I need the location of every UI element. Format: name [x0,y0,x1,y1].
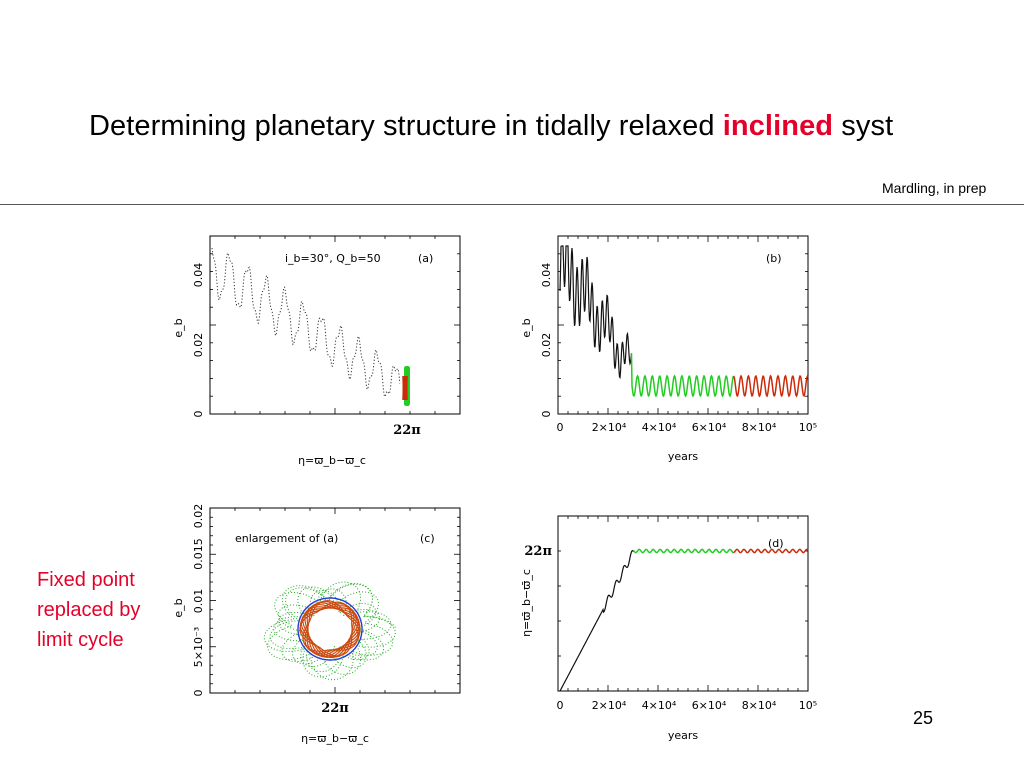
panel-a-plot: 0 0.02 0.04 e_b 22π η=ϖ_b−ϖ_c i_b=30°, Q… [172,235,461,467]
panel-b-xtick-0: 0 [557,421,564,434]
panel-a-xlabel: η=ϖ_b−ϖ_c [298,454,366,467]
callout-line-1: Fixed point [37,569,135,591]
panel-d-xtick-4: 8×10⁴ [742,699,777,712]
panel-c-tag: (c) [420,532,435,545]
panel-b-green-curve [630,353,735,398]
panel-c-annotation: enlargement of (a) [235,532,338,545]
panel-b-ytick-0: 0 [540,411,553,418]
title-text-2: syst [833,110,894,142]
panel-b-ylabel: e_b [520,318,533,337]
panel-b-red-curve [733,374,809,398]
panel-d-xtick-1: 2×10⁴ [592,699,627,712]
panel-b-xtick-1: 2×10⁴ [592,421,627,434]
panel-a-tag: (a) [418,252,433,265]
panel-c-green-curve [263,581,397,681]
panel-c: 0 5×10⁻³ 0.01 0.015 0.02 e_b 22π η=ϖ_b−ϖ… [160,504,461,753]
panel-c-ytick-3: 0.015 [192,538,205,570]
callout-line-2: replaced by [37,599,141,621]
panel-d-xtick-0: 0 [557,699,564,712]
page-number: 25 [913,708,934,728]
panel-c-ytick-4: 0.02 [192,504,205,529]
panel-d-ytick: 22π [524,544,552,559]
panel-c-blue-circle [297,597,363,661]
panel-d-frame [557,515,809,692]
panel-b-plot: 0 0.02 0.04 e_b 0 2×10⁴ 4×10⁴ 6×10⁴ 8×10… [520,235,817,463]
panel-b-black-curve [559,245,633,379]
panel-b-ytick-2: 0.04 [540,263,553,288]
panel-b-xtick-5: 10⁵ [799,421,817,434]
panel-c-red-curve [299,600,361,659]
panel-c-ylabel: e_b [172,598,185,617]
panel-c-ytick-1: 5×10⁻³ [192,627,205,667]
title-text-1: Determining planetary structure in tidal… [89,110,723,142]
title-highlight: inclined [722,110,834,142]
panel-b-ytick-1: 0.02 [540,333,553,358]
panel-b-xtick-4: 8×10⁴ [742,421,777,434]
panel-b-xtick-3: 6×10⁴ [692,421,727,434]
panel-a-annotation: i_b=30°, Q_b=50 [285,252,381,265]
panel-d: 22π η=ϖ̄_b−ϖ̄_c 0 2×10⁴ 4×10⁴ 6×10⁴ 8×10… [508,508,828,753]
callout-line-3: limit cycle [37,629,124,651]
panel-d-plot: 22π η=ϖ̄_b−ϖ̄_c 0 2×10⁴ 4×10⁴ 6×10⁴ 8×10… [520,515,817,742]
panel-b-xlabel: years [668,450,699,463]
panel-d-xtick-3: 6×10⁴ [692,699,727,712]
callout-text: Fixed point replaced by limit cycle [37,565,140,655]
panel-d-xtick-5: 10⁵ [799,699,817,712]
panel-c-plot: 0 5×10⁻³ 0.01 0.015 0.02 e_b 22π η=ϖ_b−ϖ… [172,504,461,745]
panel-a-black-curve [211,247,401,398]
panel-d-ylabel: η=ϖ̄_b−ϖ̄_c [520,569,533,637]
panel-c-xtick: 22π [321,701,349,716]
panel-a-ylabel: e_b [172,318,185,337]
panel-d-green-curve [633,548,734,554]
panel-c-xlabel: η=ϖ_b−ϖ_c [301,732,369,745]
panel-a-ytick-2: 0.04 [192,263,205,288]
panel-d-red-curve [733,548,809,554]
header-divider [0,204,1024,205]
panel-c-ytick-2: 0.01 [192,589,205,614]
panel-d-black-curve [559,549,634,692]
panel-b-xtick-2: 4×10⁴ [642,421,677,434]
panel-d-xtick-2: 4×10⁴ [642,699,677,712]
panel-a-red-curve [402,375,408,401]
panel-a-ytick-1: 0.02 [192,333,205,358]
panel-b-tag: (b) [766,252,782,265]
panel-c-ticks [209,507,461,694]
panel-a-xtick: 22π [393,423,421,438]
panel-d-tag: (d) [768,537,784,550]
slide-title: Determining planetary structure in tidal… [89,110,893,143]
panel-a-ytick-0: 0 [192,411,205,418]
panel-b: 0 0.02 0.04 e_b 0 2×10⁴ 4×10⁴ 6×10⁴ 8×10… [508,228,828,473]
panel-a-ticks [209,235,461,415]
panel-b-ticks [557,235,809,415]
citation: Mardling, in prep [882,180,987,196]
panel-a: 0 0.02 0.04 e_b 22π η=ϖ_b−ϖ_c i_b=30°, Q… [160,228,461,473]
panel-d-xlabel: years [668,729,699,742]
panel-c-ytick-0: 0 [192,690,205,697]
